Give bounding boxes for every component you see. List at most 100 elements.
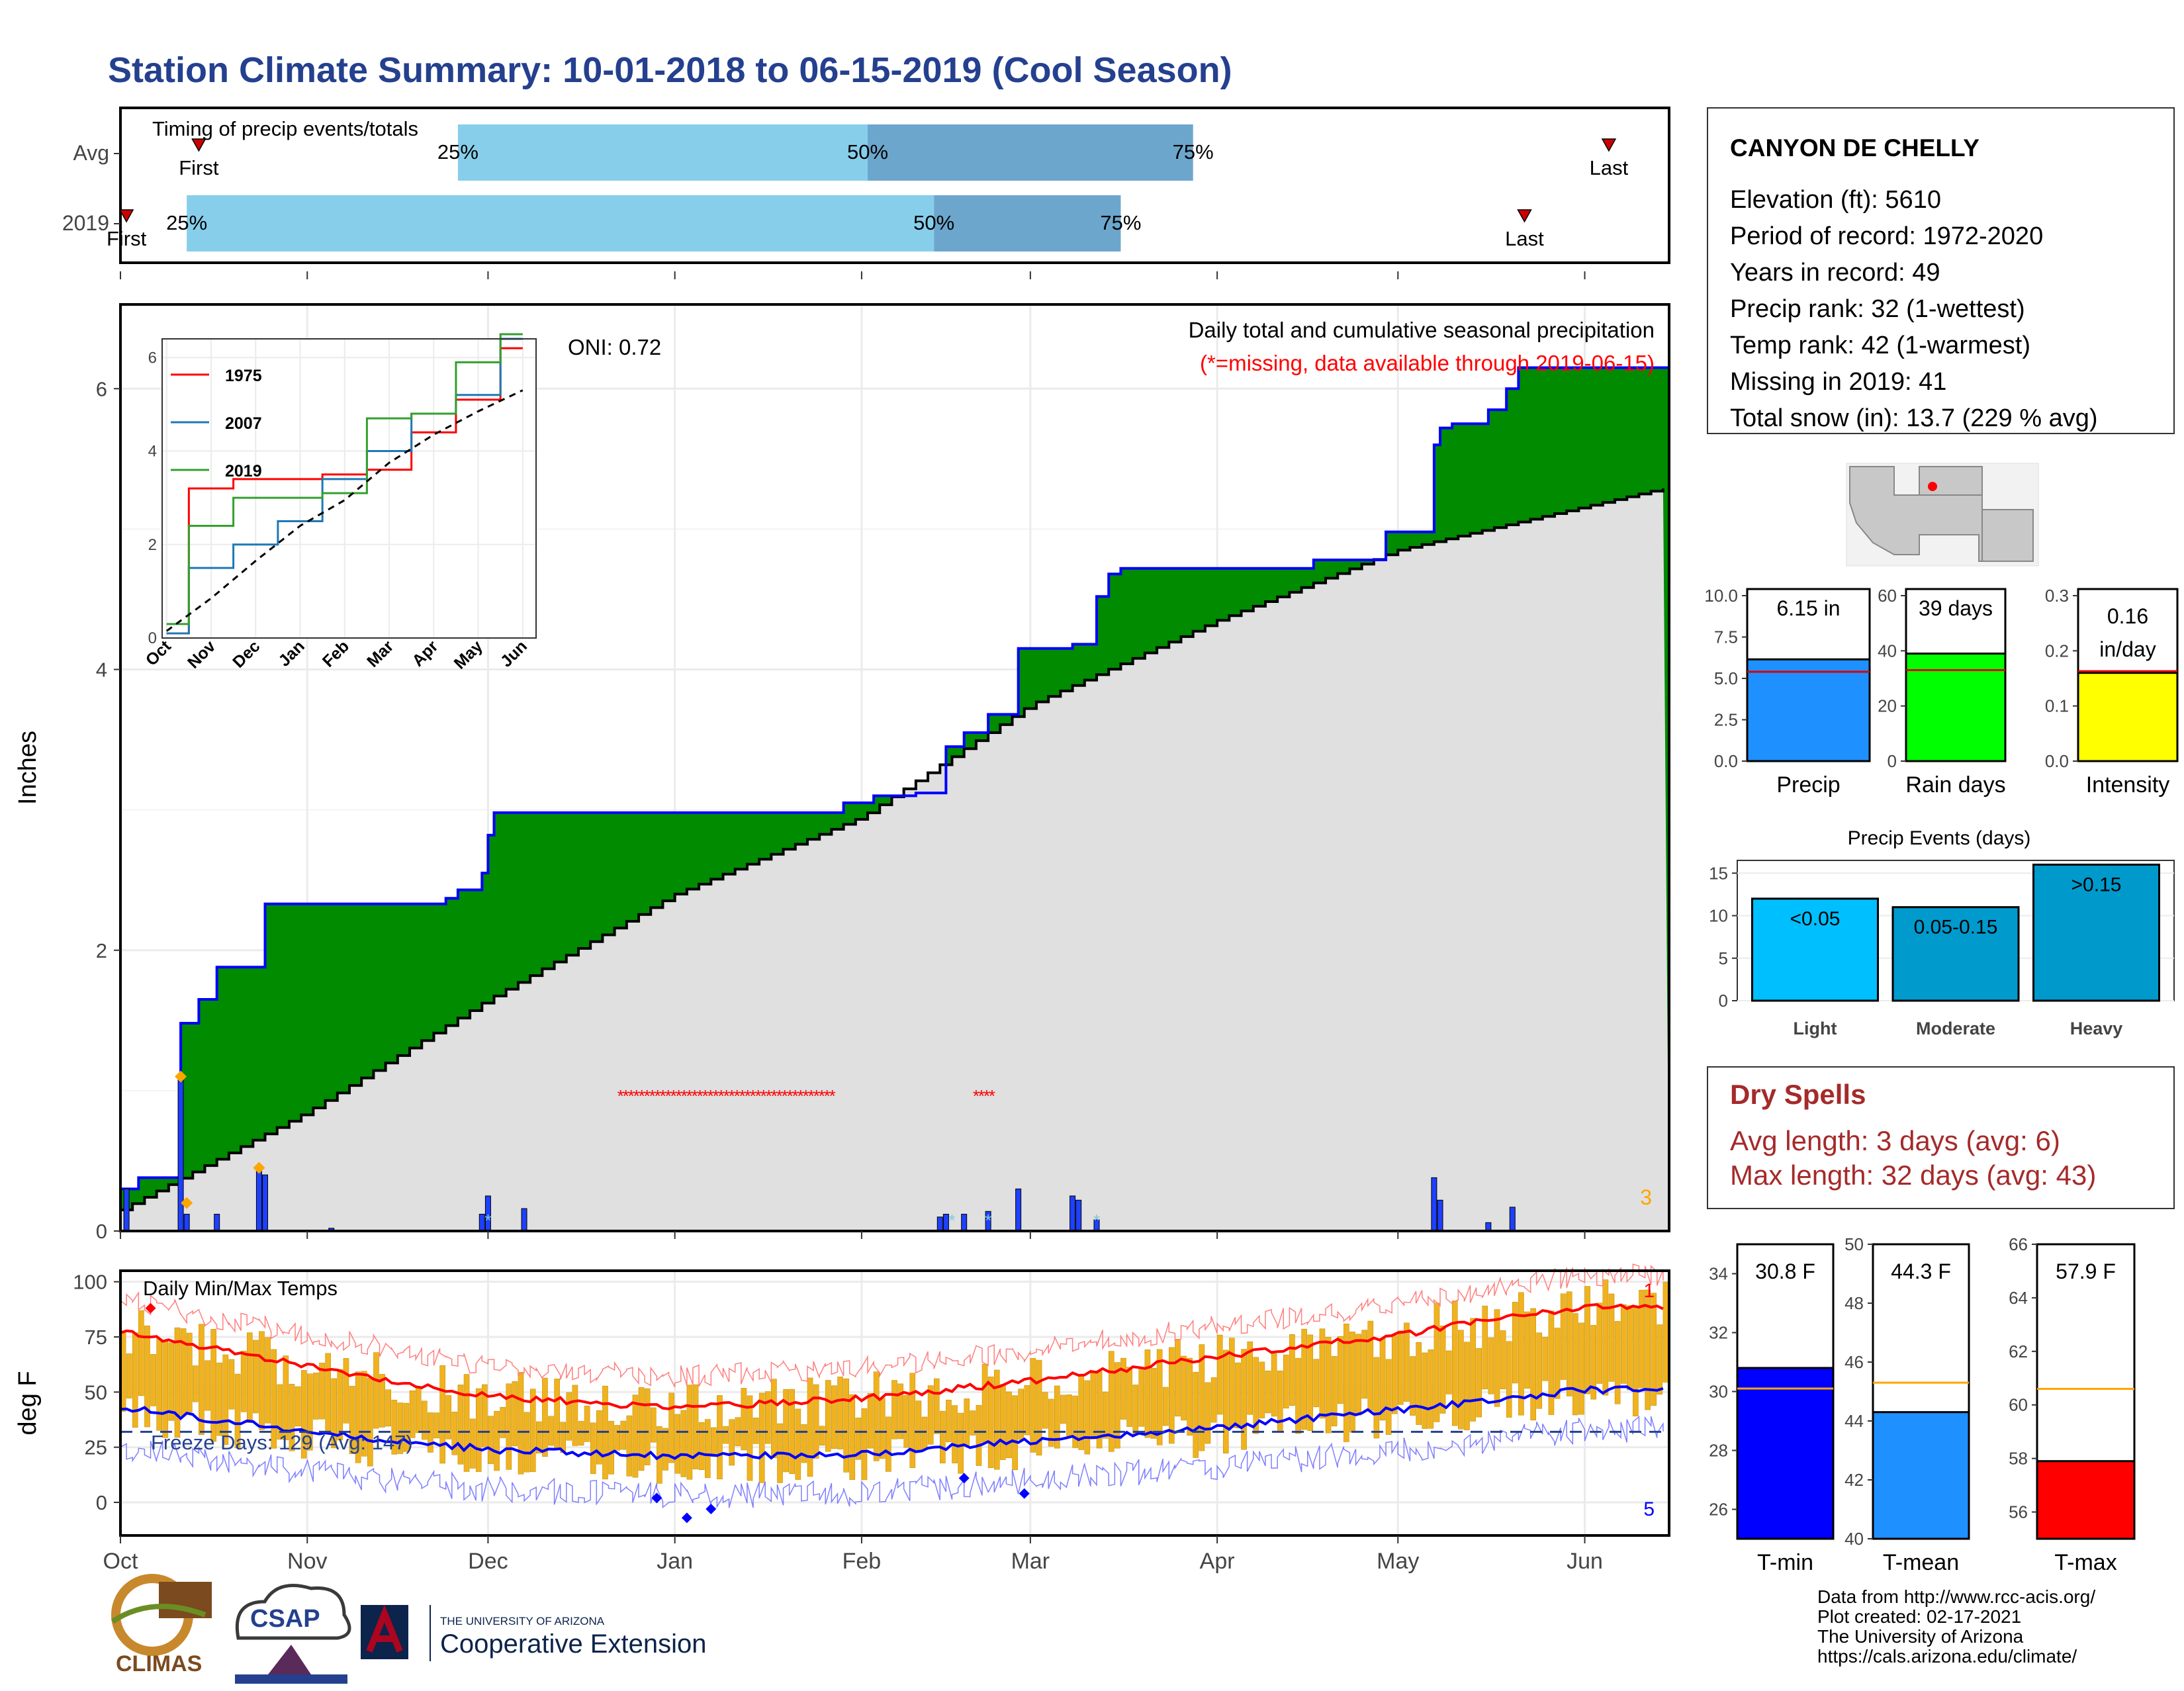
daily-temp-bar <box>1608 1293 1615 1382</box>
timing-row-label-avg: Avg <box>73 141 109 165</box>
inset-legend: 1975 2007 2019 <box>171 367 262 480</box>
inset-series-1975 <box>166 347 523 635</box>
temp-bar-tick-label: 66 <box>2009 1234 2028 1254</box>
daily-temp-bar <box>1162 1387 1169 1426</box>
daily-temp-bar <box>210 1329 216 1442</box>
daily-temp-bar <box>277 1384 283 1440</box>
events-bar-label: <0.05 <box>1790 908 1841 930</box>
events-bar-label: >0.15 <box>2071 874 2122 895</box>
missing-day-marker: * <box>639 1086 645 1106</box>
daily-temp-bar <box>590 1422 596 1475</box>
timing-first-label-Avg: First <box>179 156 219 179</box>
average-min-temp-line <box>120 1385 1664 1461</box>
missing-day-marker: * <box>623 1086 629 1106</box>
missing-day-marker: * <box>665 1086 672 1106</box>
csap-logo: CSAP <box>235 1584 351 1684</box>
daily-temp-bar <box>1313 1359 1320 1408</box>
daily-temp-bar <box>680 1410 687 1477</box>
daily-temp-bar <box>843 1378 849 1473</box>
temp-bar-value-T-mean: 44.3 F <box>1891 1259 1951 1283</box>
daily-temp-bar <box>385 1389 391 1427</box>
events-tick-label: 5 <box>1719 948 1728 968</box>
average-max-temp-line <box>120 1303 1664 1410</box>
daily-temp-bar <box>1542 1336 1549 1381</box>
record-precip-marker <box>253 1162 265 1174</box>
daily-temp-bar <box>886 1416 891 1472</box>
daily-temp-bar <box>126 1353 132 1398</box>
timing-pct-25-Avg: 25% <box>437 140 478 163</box>
daily-temp-bar <box>933 1378 940 1434</box>
timing-bar-25-50-Avg <box>457 124 868 181</box>
daily-precip-bar <box>123 1188 130 1232</box>
missing-day-marker: * <box>792 1086 799 1106</box>
daily-temp-bar <box>439 1365 445 1464</box>
footer-line-created: Plot created: 02-17-2021 <box>1817 1606 2021 1627</box>
daily-temp-bar <box>1132 1385 1139 1436</box>
station-line-temp-rank: Temp rank: 42 (1-warmest) <box>1730 332 2030 359</box>
daily-temp-bar <box>222 1354 229 1445</box>
station-location-marker <box>1928 482 1937 491</box>
daily-temp-bar <box>554 1379 560 1449</box>
climas-logo-text: CLIMAS <box>116 1651 202 1676</box>
snow-day-marker: * <box>985 1211 991 1230</box>
station-name: CANYON DE CHELLY <box>1730 134 1979 161</box>
mini-bar-tick-label: 60 <box>1878 586 1897 606</box>
mini-bar-value-Precip: 6.15 in <box>1776 596 1840 620</box>
daily-temp-bar <box>698 1422 705 1471</box>
missing-day-marker: * <box>633 1086 640 1106</box>
daily-temp-bar <box>1042 1392 1048 1429</box>
precip-events-title: Precip Events (days) <box>1848 827 2031 849</box>
daily-temp-bar <box>747 1395 753 1481</box>
temp-bar-T-mean <box>1872 1411 1970 1540</box>
snow-day-marker: * <box>948 1211 955 1230</box>
mini-bar-panels: 6.15 in 0.0 2.5 5.0 7.5 10.0 Precip 39 days 0 20 4… <box>1704 586 2179 798</box>
station-line-snow: Total snow (in): 13.7 (229 % avg) <box>1730 404 2098 432</box>
daily-temp-bar <box>457 1385 464 1465</box>
csap-logo-base <box>235 1674 347 1684</box>
record-temp-marker <box>705 1504 717 1514</box>
missing-day-marker: * <box>676 1086 682 1106</box>
mini-bar-Intensity <box>2077 672 2179 762</box>
record-temp-marker <box>145 1303 156 1314</box>
daily-precip-bar <box>942 1214 949 1232</box>
daily-temp-bar <box>475 1388 482 1472</box>
daily-temp-bar <box>168 1342 175 1421</box>
precip-ytick-label: 4 <box>96 659 107 682</box>
csap-logo-text: CSAP <box>250 1605 320 1633</box>
temp-bar-name-T-min: T-min <box>1757 1550 1813 1575</box>
daily-temp-bar <box>584 1405 590 1442</box>
daily-temp-bar <box>1283 1354 1289 1408</box>
daily-temp-bar <box>253 1340 259 1414</box>
daily-temp-bar <box>1428 1349 1434 1429</box>
mini-bar-name-Rain days: Rain days <box>1905 772 2005 798</box>
daily-temp-bar <box>1530 1308 1536 1421</box>
daily-temp-bar <box>1307 1334 1314 1431</box>
daily-temp-bar <box>1645 1289 1651 1410</box>
timing-first-label-2019: First <box>107 227 147 250</box>
inset-ytick-label: 4 <box>148 443 157 461</box>
daily-temp-bar <box>1115 1362 1120 1449</box>
missing-day-marker: * <box>776 1086 783 1106</box>
inset-legend-2007: 2007 <box>225 414 262 433</box>
temp-bar-tick-label: 48 <box>1844 1293 1864 1313</box>
daily-temp-bar <box>1181 1355 1187 1421</box>
mini-bar-unit-Intensity: in/day <box>2099 637 2156 661</box>
month-label-Oct: Oct <box>103 1549 138 1574</box>
daily-temp-bar <box>1169 1347 1175 1444</box>
daily-temp-bar <box>795 1408 801 1480</box>
missing-day-marker: * <box>713 1086 719 1106</box>
daily-temp-bar <box>1229 1338 1235 1428</box>
daily-temp-bar <box>566 1392 572 1441</box>
daily-temp-bar <box>1657 1324 1663 1394</box>
missing-day-marker: * <box>766 1086 772 1106</box>
missing-day-marker: * <box>697 1086 704 1106</box>
daily-temp-bar <box>1295 1357 1301 1434</box>
timing-row-label-2019: 2019 <box>62 211 109 235</box>
daily-temp-bar <box>265 1337 271 1424</box>
daily-precip-bar <box>961 1214 968 1232</box>
events-bar-label: 0.05-0.15 <box>1914 917 1998 938</box>
daily-temp-bar <box>445 1395 452 1440</box>
mini-bar-tick-label: 0.1 <box>2045 696 2069 716</box>
dry-spells-box: Dry Spells Avg length: 3 days (avg: 6) M… <box>1707 1066 2175 1209</box>
